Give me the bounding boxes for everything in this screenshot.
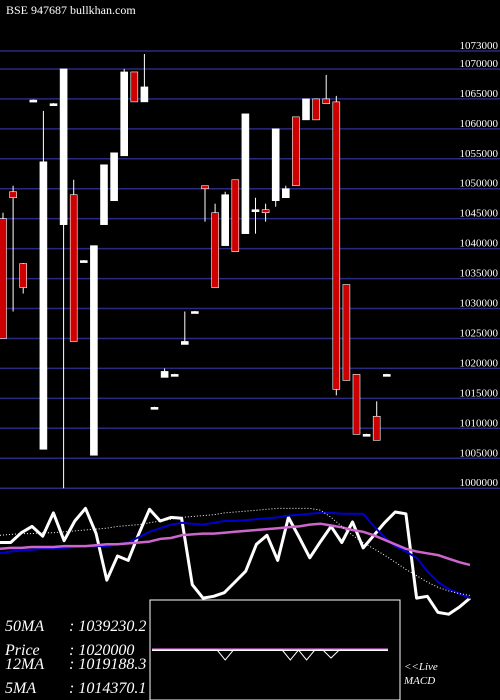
candle-up [170, 374, 179, 377]
candle-up [90, 245, 98, 456]
stats-block: 50MA : 1039230.2 Price : 1020000 12MA : … [4, 618, 146, 697]
candle-up [241, 113, 250, 234]
indicator-line-price [0, 506, 471, 616]
price-gridlines [0, 50, 500, 489]
y-tick-label: 1050000 [460, 178, 499, 190]
candle-up [150, 407, 159, 410]
candle-down [201, 185, 209, 190]
candle-up [80, 260, 88, 263]
candle-down [292, 116, 300, 187]
candle-down [332, 101, 341, 390]
candle-down [0, 218, 7, 339]
indicator-panel [0, 506, 471, 616]
candle-up [160, 371, 169, 378]
candle-down [130, 71, 139, 103]
candle-up [251, 209, 260, 212]
y-tick-label: 1055000 [460, 148, 499, 160]
candle-down [352, 374, 361, 435]
stat-5ma: 5MA : 1014370.1 [5, 680, 146, 697]
stat-12ma: 12MA : 1019188.3 [5, 656, 146, 673]
candlestick-series [0, 53, 391, 489]
candle-down [342, 284, 351, 381]
y-tick-label: 1040000 [460, 238, 499, 250]
y-axis-tick-labels: 1073000 1070000 1065000 1060000 1055000 10500… [460, 40, 499, 489]
y-tick-label: 1065000 [460, 88, 499, 100]
candle-down [231, 179, 240, 252]
candle-up [302, 98, 310, 121]
candle-down [211, 212, 219, 288]
candle-up [49, 103, 58, 106]
candle-up [140, 86, 149, 103]
y-tick-label: 1070000 [460, 58, 499, 70]
candle-down [261, 209, 270, 213]
candle-down [19, 263, 28, 288]
macd-series [152, 648, 388, 661]
candle-up [281, 188, 290, 199]
candle-up [271, 128, 280, 202]
y-tick-label: 1015000 [460, 387, 499, 399]
candle-up [110, 152, 118, 202]
y-tick-label: 1010000 [460, 417, 499, 429]
candle-down [322, 98, 331, 104]
candle-up [59, 68, 68, 225]
y-tick-label: 1000000 [460, 477, 499, 489]
macd-line [152, 649, 388, 661]
candle-down [312, 98, 320, 121]
candle-up [100, 164, 108, 225]
stat-price: Price : 1020000 [4, 642, 134, 659]
y-tick-label: 1035000 [460, 268, 499, 280]
candle-up [120, 71, 128, 157]
candle-up [181, 341, 189, 345]
y-tick-label: 1030000 [460, 298, 499, 310]
candle-up [39, 161, 48, 450]
candle-up [221, 194, 229, 246]
candle-up [29, 99, 38, 103]
y-tick-label: 1025000 [460, 327, 499, 339]
macd-label-line2: MACD [403, 675, 435, 687]
y-tick-label: 1020000 [460, 357, 499, 369]
y-tick-label: 1073000 [460, 40, 499, 52]
indicator-line-ma-slowest [0, 507, 471, 596]
indicator-line-ma-slow [0, 522, 471, 567]
candle-down [9, 191, 17, 199]
y-tick-label: 1045000 [460, 208, 499, 220]
macd-label-line1: <<Live [404, 661, 438, 673]
candle-up [362, 433, 371, 437]
y-tick-label: 1005000 [460, 447, 499, 459]
chart-title: BSE 947687 bullkhan.com [6, 3, 136, 17]
candle-down [69, 194, 78, 342]
stat-50ma: 50MA : 1039230.2 [5, 618, 146, 635]
candle-up [191, 311, 199, 314]
y-tick-label: 1060000 [460, 118, 499, 130]
candle-down [372, 416, 381, 441]
candle-up [382, 374, 391, 377]
